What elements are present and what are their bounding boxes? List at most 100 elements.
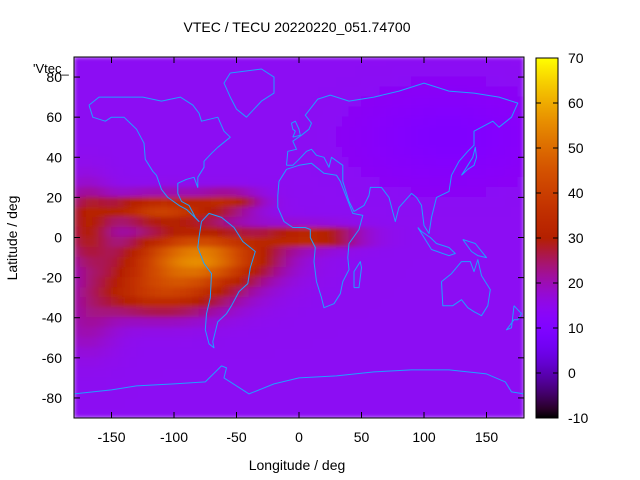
heatmap-cell bbox=[511, 387, 519, 399]
heatmap-cell bbox=[517, 257, 524, 269]
heatmap-cell bbox=[129, 257, 137, 269]
heatmap-cell bbox=[436, 116, 444, 128]
heatmap-cell bbox=[236, 96, 244, 108]
heatmap-cell bbox=[229, 136, 237, 148]
heatmap-cell bbox=[248, 126, 256, 138]
heatmap-cell bbox=[292, 206, 300, 218]
heatmap-cell bbox=[186, 337, 194, 349]
heatmap-cell bbox=[129, 277, 137, 289]
heatmap-cell bbox=[398, 96, 406, 108]
heatmap-cell bbox=[386, 86, 394, 98]
heatmap-cell bbox=[454, 186, 462, 198]
heatmap-cell bbox=[161, 267, 169, 279]
heatmap-cell bbox=[261, 287, 269, 299]
heatmap-cell bbox=[342, 116, 350, 128]
heatmap-cell bbox=[242, 156, 250, 168]
heatmap-cell bbox=[423, 257, 431, 269]
heatmap-cell bbox=[173, 86, 181, 98]
heatmap-cell bbox=[229, 337, 237, 349]
heatmap-cell bbox=[348, 347, 356, 359]
heatmap-cell bbox=[267, 257, 275, 269]
heatmap-cell bbox=[111, 166, 119, 178]
heatmap-cell bbox=[473, 216, 481, 228]
heatmap-cell bbox=[354, 257, 362, 269]
heatmap-cell bbox=[179, 337, 187, 349]
heatmap-cell bbox=[479, 186, 487, 198]
heatmap-cell bbox=[286, 166, 294, 178]
heatmap-cell bbox=[142, 367, 150, 379]
heatmap-cell bbox=[304, 106, 312, 118]
heatmap-cell bbox=[348, 247, 356, 259]
heatmap-cell bbox=[129, 216, 137, 228]
heatmap-cell bbox=[167, 57, 175, 68]
heatmap-cell bbox=[92, 337, 100, 349]
heatmap-cell bbox=[267, 106, 275, 118]
heatmap-cell bbox=[192, 76, 200, 88]
heatmap-cell bbox=[74, 146, 81, 158]
heatmap-cell bbox=[329, 166, 337, 178]
heatmap-cell bbox=[267, 186, 275, 198]
heatmap-cell bbox=[148, 277, 156, 289]
heatmap-cell bbox=[298, 76, 306, 88]
heatmap-cell bbox=[392, 146, 400, 158]
heatmap-cell bbox=[179, 106, 187, 118]
heatmap-cell bbox=[98, 146, 106, 158]
heatmap-cell bbox=[279, 106, 287, 118]
heatmap-cell bbox=[136, 57, 144, 68]
heatmap-cell bbox=[361, 106, 369, 118]
heatmap-cell bbox=[248, 237, 256, 249]
heatmap-cell bbox=[148, 237, 156, 249]
heatmap-cell bbox=[479, 347, 487, 359]
heatmap-cell bbox=[392, 116, 400, 128]
heatmap-cell bbox=[223, 176, 231, 188]
heatmap-cell bbox=[186, 76, 194, 88]
heatmap-cell bbox=[486, 106, 494, 118]
heatmap-cell bbox=[161, 407, 169, 418]
heatmap-cell bbox=[242, 247, 250, 259]
heatmap-cell bbox=[148, 76, 156, 88]
heatmap-cell bbox=[173, 297, 181, 309]
heatmap-cell bbox=[286, 237, 294, 249]
heatmap-cell bbox=[342, 357, 350, 369]
heatmap-cell bbox=[142, 57, 150, 68]
heatmap-cell bbox=[473, 397, 481, 409]
heatmap-cell bbox=[123, 226, 131, 238]
heatmap-cell bbox=[198, 226, 206, 238]
heatmap-cell bbox=[186, 247, 194, 259]
heatmap-cell bbox=[142, 277, 150, 289]
heatmap-cell bbox=[323, 186, 331, 198]
heatmap-cell bbox=[79, 136, 87, 148]
heatmap-cell bbox=[498, 297, 506, 309]
heatmap-cell bbox=[236, 267, 244, 279]
heatmap-cell bbox=[361, 327, 369, 339]
heatmap-cell bbox=[323, 257, 331, 269]
heatmap-cell bbox=[317, 186, 325, 198]
heatmap-cell bbox=[461, 186, 469, 198]
heatmap-cell bbox=[354, 216, 362, 228]
heatmap-cell bbox=[179, 57, 187, 68]
heatmap-cell bbox=[354, 66, 362, 78]
heatmap-cell bbox=[204, 327, 212, 339]
heatmap-cell bbox=[198, 146, 206, 158]
heatmap-cell bbox=[329, 216, 337, 228]
heatmap-cell bbox=[348, 156, 356, 168]
heatmap-cell bbox=[436, 76, 444, 88]
heatmap-cell bbox=[179, 146, 187, 158]
heatmap-cell bbox=[323, 96, 331, 108]
heatmap-cell bbox=[392, 277, 400, 289]
heatmap-cell bbox=[317, 206, 325, 218]
heatmap-cell bbox=[204, 307, 212, 319]
heatmap-cell bbox=[154, 136, 162, 148]
heatmap-cell bbox=[154, 146, 162, 158]
heatmap-cell bbox=[117, 136, 125, 148]
heatmap-cell bbox=[86, 226, 94, 238]
heatmap-cell bbox=[261, 76, 269, 88]
heatmap-cell bbox=[86, 267, 94, 279]
heatmap-cell bbox=[411, 367, 419, 379]
heatmap-cell bbox=[429, 196, 437, 208]
heatmap-cell bbox=[148, 226, 156, 238]
heatmap-cell bbox=[186, 166, 194, 178]
heatmap-cell bbox=[248, 407, 256, 418]
heatmap-cell bbox=[442, 146, 450, 158]
heatmap-cell bbox=[111, 66, 119, 78]
